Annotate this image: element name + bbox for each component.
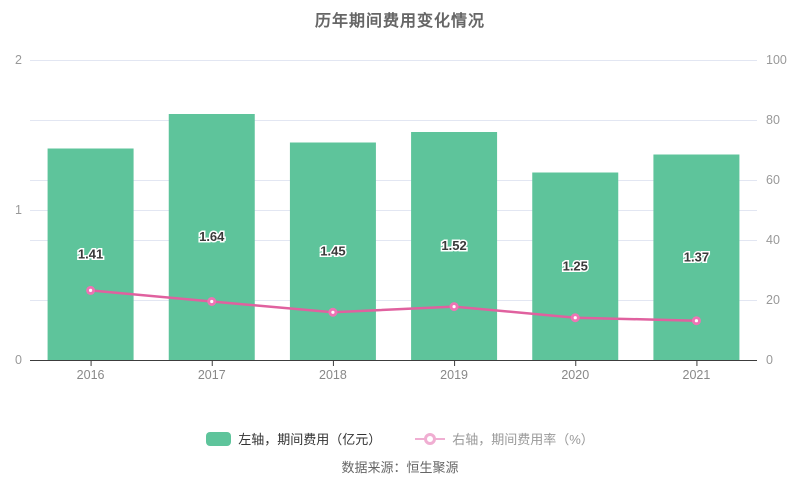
- right-axis-label-20: 20: [766, 293, 780, 307]
- x-axis-label-2018: 2018: [319, 368, 347, 382]
- legend-item-period-expense[interactable]: 左轴，期间费用（亿元）: [206, 429, 381, 448]
- left-axis-label-2: 2: [15, 53, 22, 67]
- legend: 左轴，期间费用（亿元） 右轴，期间费用率（%）: [0, 429, 800, 448]
- right-axis-label-60: 60: [766, 173, 780, 187]
- x-axis-label-2017: 2017: [198, 368, 226, 382]
- line-legend-marker-icon: [415, 432, 446, 445]
- bar-2020[interactable]: [532, 172, 619, 361]
- right-axis-label-0: 0: [766, 353, 773, 367]
- line-point-center-2018: [331, 310, 335, 314]
- bar-value-label-2016: 1.41: [78, 246, 103, 261]
- left-axis-label-1: 1: [15, 203, 22, 217]
- bar-value-label-2020: 1.25: [563, 258, 588, 273]
- right-axis-label-80: 80: [766, 113, 780, 127]
- bar-2021[interactable]: [653, 154, 740, 361]
- chart-plot-area[interactable]: 1.41 1.64 1.45 1.52 1.25 1.37 2016 2017 2018 2019…: [0, 0, 800, 420]
- x-axis-label-2019: 2019: [440, 368, 468, 382]
- bar-2018[interactable]: [289, 142, 376, 361]
- bar-2017[interactable]: [168, 114, 255, 360]
- line-point-center-2020: [573, 316, 577, 320]
- line-point-center-2016: [88, 288, 93, 292]
- line-point-center-2021: [694, 319, 699, 323]
- bar-value-label-2019: 1.52: [441, 238, 466, 253]
- chart-title: 历年期间费用变化情况: [314, 13, 485, 30]
- x-axis-label-2020: 2020: [561, 368, 589, 382]
- legend-item-expense-rate[interactable]: 右轴，期间费用率（%）: [415, 429, 594, 448]
- bar-2019[interactable]: [411, 132, 498, 360]
- line-point-center-2017: [210, 299, 214, 304]
- bar-value-label-2021: 1.37: [684, 249, 709, 264]
- left-axis-label-0: 0: [15, 353, 22, 367]
- bar-value-label-2017: 1.64: [199, 229, 225, 244]
- bar-2016[interactable]: [47, 148, 134, 361]
- x-axis-label-2021: 2021: [683, 368, 711, 382]
- right-axis-label-100: 100: [766, 53, 787, 67]
- bar-legend-swatch-icon: [206, 431, 232, 446]
- data-source: 数据来源：恒生聚源: [341, 460, 459, 475]
- legend-label-period-expense: 左轴，期间费用（亿元）: [238, 432, 382, 447]
- right-axis-label-40: 40: [766, 233, 780, 247]
- bar-value-label-2018: 1.45: [320, 243, 345, 258]
- x-axis-label-2016: 2016: [77, 368, 105, 382]
- line-point-center-2019: [452, 305, 456, 309]
- expense-rate-line: [90, 289, 697, 322]
- legend-label-expense-rate: 右轴，期间费用率（%）: [452, 432, 594, 447]
